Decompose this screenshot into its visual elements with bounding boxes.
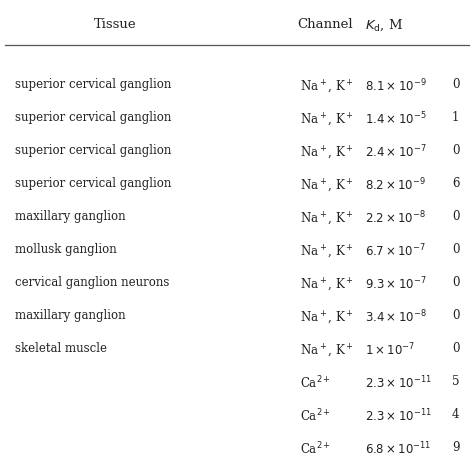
Text: superior cervical ganglion: superior cervical ganglion	[15, 78, 172, 91]
Text: Na$^+$, K$^+$: Na$^+$, K$^+$	[300, 144, 354, 161]
Text: 4: 4	[452, 408, 459, 421]
Text: $6.8 \times 10^{-11}$: $6.8 \times 10^{-11}$	[365, 441, 431, 457]
Text: Na$^+$, K$^+$: Na$^+$, K$^+$	[300, 309, 354, 326]
Text: $6.7 \times 10^{-7}$: $6.7 \times 10^{-7}$	[365, 243, 426, 260]
Text: 1: 1	[452, 111, 459, 124]
Text: maxillary ganglion: maxillary ganglion	[15, 210, 126, 223]
Text: 0: 0	[452, 342, 459, 355]
Text: Na$^+$, K$^+$: Na$^+$, K$^+$	[300, 243, 354, 260]
Text: Na$^+$, K$^+$: Na$^+$, K$^+$	[300, 276, 354, 293]
Text: $1 \times 10^{-7}$: $1 \times 10^{-7}$	[365, 342, 415, 359]
Text: Na$^+$, K$^+$: Na$^+$, K$^+$	[300, 177, 354, 194]
Text: $3.4 \times 10^{-8}$: $3.4 \times 10^{-8}$	[365, 309, 427, 326]
Text: maxillary ganglion: maxillary ganglion	[15, 309, 126, 322]
Text: 6: 6	[452, 177, 459, 190]
Text: superior cervical ganglion: superior cervical ganglion	[15, 177, 172, 190]
Text: $\mathit{K}_{\rm d}$, M: $\mathit{K}_{\rm d}$, M	[365, 18, 403, 34]
Text: $8.1 \times 10^{-9}$: $8.1 \times 10^{-9}$	[365, 78, 427, 95]
Text: $2.4 \times 10^{-7}$: $2.4 \times 10^{-7}$	[365, 144, 427, 161]
Text: $1.4 \times 10^{-5}$: $1.4 \times 10^{-5}$	[365, 111, 427, 128]
Text: Ca$^{2+}$: Ca$^{2+}$	[300, 441, 331, 457]
Text: Na$^+$, K$^+$: Na$^+$, K$^+$	[300, 111, 354, 128]
Text: 5: 5	[452, 375, 459, 388]
Text: $2.2 \times 10^{-8}$: $2.2 \times 10^{-8}$	[365, 210, 426, 227]
Text: Ca$^{2+}$: Ca$^{2+}$	[300, 408, 331, 425]
Text: $9.3 \times 10^{-7}$: $9.3 \times 10^{-7}$	[365, 276, 427, 292]
Text: $2.3 \times 10^{-11}$: $2.3 \times 10^{-11}$	[365, 375, 432, 392]
Text: 0: 0	[452, 144, 459, 157]
Text: Na$^+$, K$^+$: Na$^+$, K$^+$	[300, 210, 354, 227]
Text: 9: 9	[452, 441, 459, 454]
Text: skeletal muscle: skeletal muscle	[15, 342, 107, 355]
Text: 0: 0	[452, 243, 459, 256]
Text: $8.2 \times 10^{-9}$: $8.2 \times 10^{-9}$	[365, 177, 426, 193]
Text: 0: 0	[452, 210, 459, 223]
Text: Tissue: Tissue	[94, 18, 137, 31]
Text: 0: 0	[452, 78, 459, 91]
Text: mollusk ganglion: mollusk ganglion	[15, 243, 117, 256]
Text: Na$^+$, K$^+$: Na$^+$, K$^+$	[300, 78, 354, 95]
Text: 0: 0	[452, 309, 459, 322]
Text: Channel: Channel	[297, 18, 353, 31]
Text: Ca$^{2+}$: Ca$^{2+}$	[300, 375, 331, 392]
Text: Na$^+$, K$^+$: Na$^+$, K$^+$	[300, 342, 354, 359]
Text: 0: 0	[452, 276, 459, 289]
Text: cervical ganglion neurons: cervical ganglion neurons	[15, 276, 169, 289]
Text: superior cervical ganglion: superior cervical ganglion	[15, 144, 172, 157]
Text: superior cervical ganglion: superior cervical ganglion	[15, 111, 172, 124]
Text: $2.3 \times 10^{-11}$: $2.3 \times 10^{-11}$	[365, 408, 432, 425]
